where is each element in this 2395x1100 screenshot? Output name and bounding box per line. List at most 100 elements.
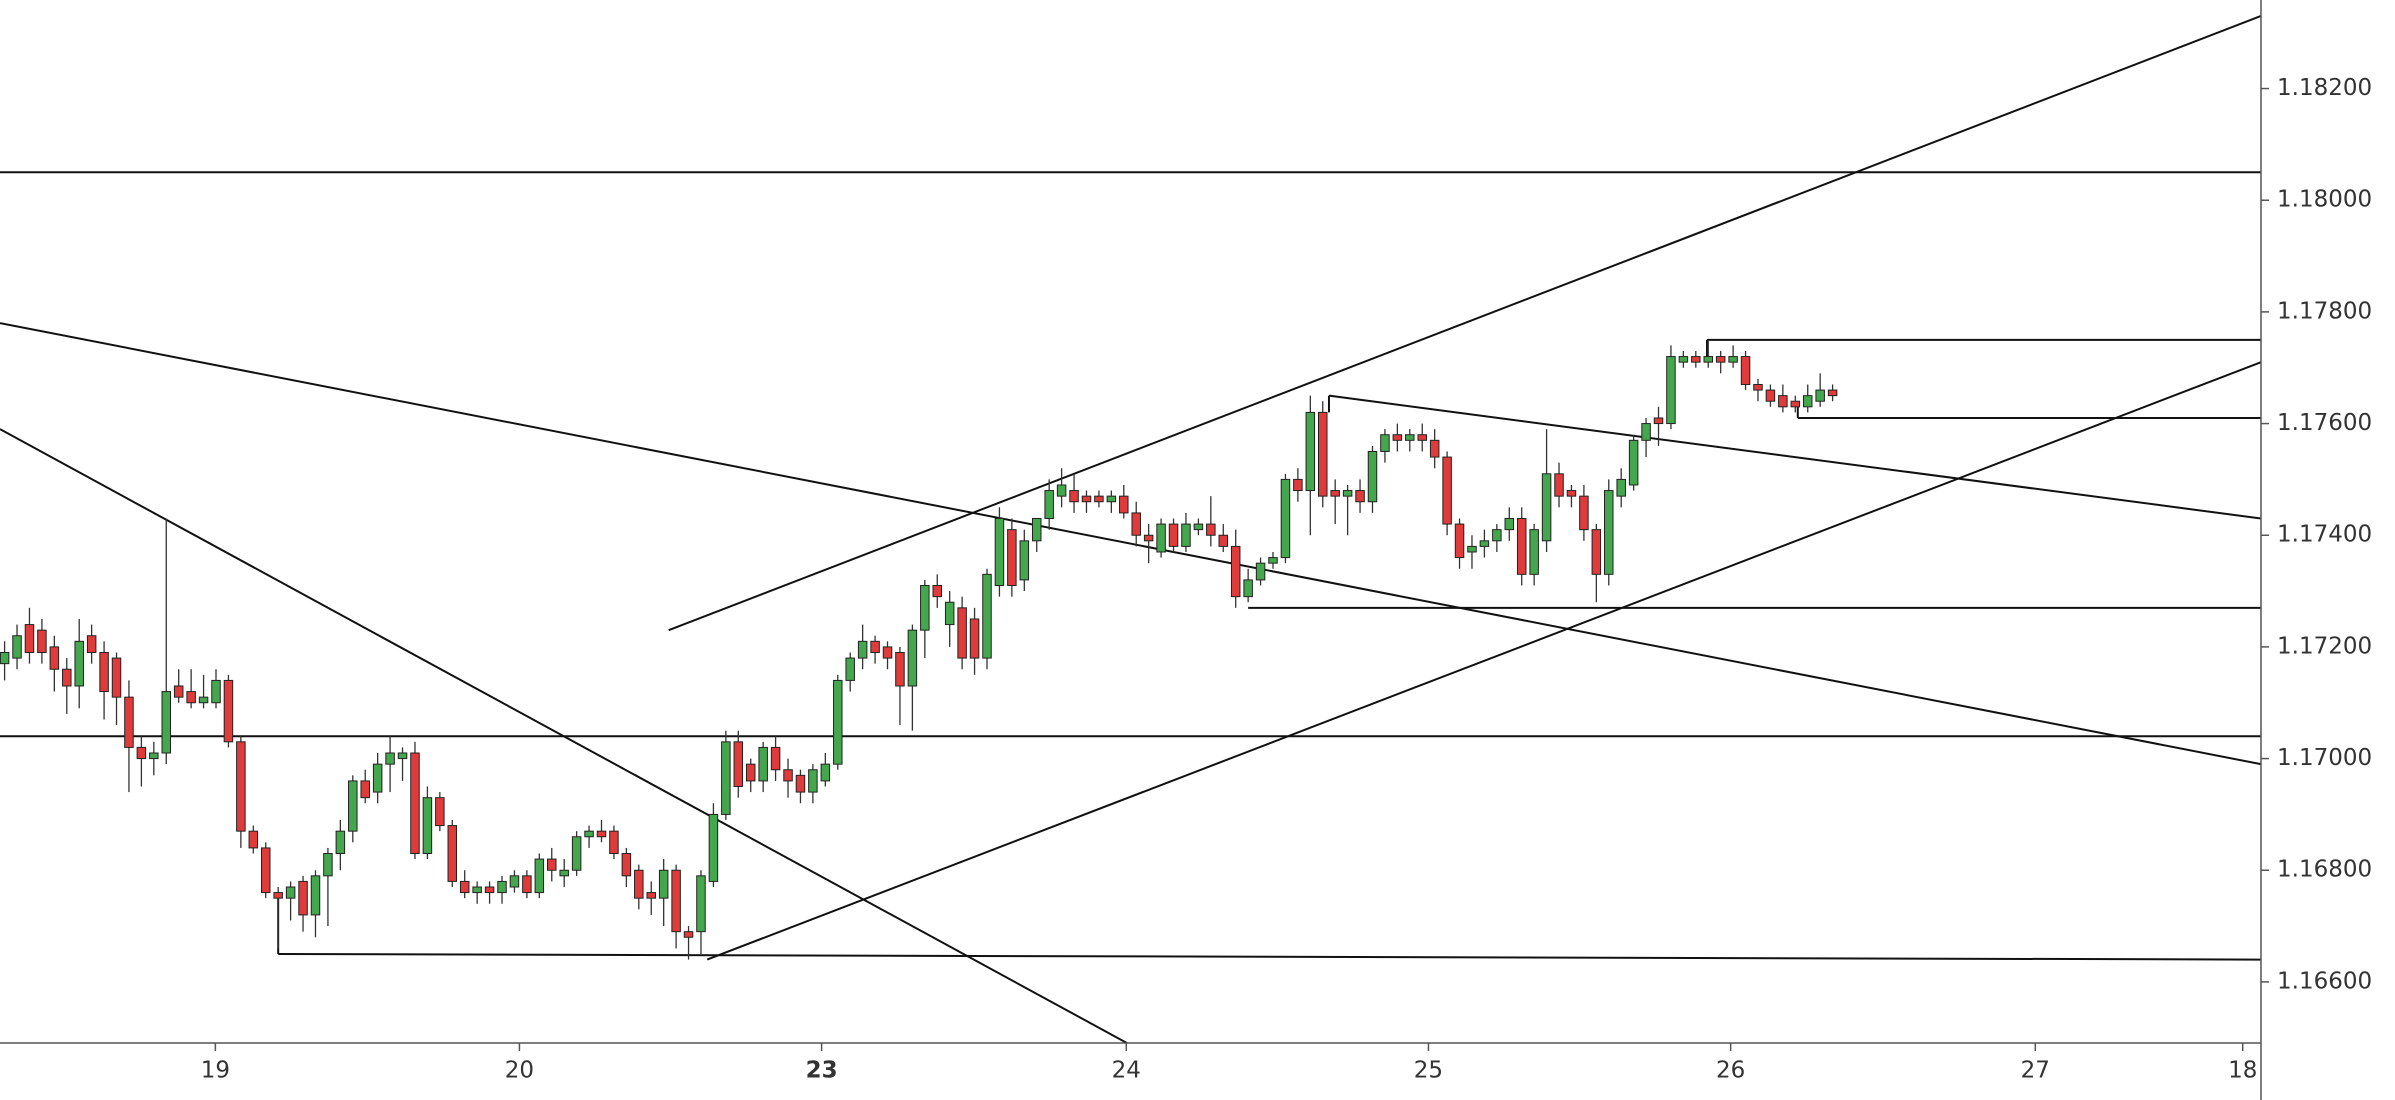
candle-body [658, 869, 669, 899]
y-tick-label: 1.17800 [2277, 298, 2372, 324]
candle-body [559, 869, 569, 877]
candle-body [845, 657, 855, 681]
candle-body [1467, 545, 1477, 553]
candle-body [1218, 534, 1229, 547]
candle-body [410, 752, 420, 854]
candle-body [1007, 529, 1017, 586]
candle-body [422, 797, 433, 854]
candle-body [1529, 529, 1539, 575]
candle-body [708, 813, 719, 882]
candle-body [646, 892, 656, 899]
candle-body [783, 769, 793, 782]
trend-line [706, 361, 2261, 961]
candle-body [696, 875, 706, 933]
candle-body [1330, 490, 1340, 497]
x-tick-label: 27 [2021, 1058, 2050, 1084]
candle-body [1280, 478, 1291, 559]
candle-body [74, 640, 84, 687]
candle-body [534, 858, 545, 894]
candle-body [1641, 423, 1651, 441]
candle-body [870, 640, 880, 653]
candle-body [1318, 411, 1328, 497]
x-tick-label: 18 [2228, 1058, 2257, 1084]
candle-body [335, 830, 346, 854]
candle-body [1417, 434, 1427, 441]
candle-body [584, 830, 594, 838]
candle-body [1516, 517, 1527, 575]
candle-body [1628, 439, 1639, 486]
candle-body [136, 746, 147, 760]
candle-body [1392, 434, 1403, 441]
candle-body [895, 651, 905, 687]
x-tick-label: 19 [201, 1058, 230, 1084]
candle-body [1616, 478, 1626, 497]
candle-body [745, 763, 756, 782]
candle-body [683, 931, 694, 938]
candle-body [1143, 534, 1154, 542]
candle-body [1740, 356, 1751, 385]
candle-body [733, 741, 744, 787]
candle-body [86, 635, 97, 653]
candle-body [857, 640, 868, 659]
candle-body [1802, 395, 1813, 408]
candle-body [260, 847, 271, 894]
candle-body [920, 584, 930, 631]
candle-body [1815, 389, 1825, 402]
candle-body [186, 691, 196, 704]
candle-body [1715, 356, 1726, 363]
x-tick-label: 26 [1716, 1058, 1745, 1084]
candle-body [99, 651, 109, 693]
candle-body [907, 629, 918, 687]
candle-body [808, 769, 818, 793]
candle-body [1305, 411, 1316, 492]
trend-line [668, 15, 2261, 632]
candle-body [932, 584, 943, 598]
candle-body [882, 646, 893, 659]
candle-body [285, 886, 296, 899]
candle-body [62, 668, 72, 687]
candle-body [833, 679, 843, 765]
candle-body [1454, 523, 1465, 559]
candle-body [1069, 490, 1079, 503]
candle-body [323, 852, 333, 877]
candle-body [472, 886, 482, 894]
candle-body [1691, 356, 1701, 363]
candle-body [459, 880, 470, 894]
candle-body [944, 601, 955, 626]
candles [0, 339, 1838, 960]
trend-line [0, 428, 1128, 1043]
candle-body [1131, 512, 1141, 536]
candle-body [248, 830, 259, 849]
candle-body [1405, 434, 1415, 441]
candle-body [161, 691, 172, 754]
candle-body [173, 685, 184, 698]
candle-body [1504, 517, 1515, 531]
candle-body [1181, 523, 1191, 547]
candle-body [447, 825, 458, 882]
candle-body [1554, 473, 1564, 497]
y-tick-label: 1.18000 [2277, 187, 2372, 213]
candle-body [1193, 523, 1204, 531]
candle-body [1591, 529, 1602, 575]
y-tick-label: 1.17000 [2277, 745, 2372, 771]
candle-body [1293, 478, 1303, 492]
y-tick-label: 1.17600 [2277, 410, 2372, 436]
candle-body [634, 869, 644, 899]
candle-body [596, 830, 607, 838]
candle-body [1156, 523, 1166, 553]
candle-body [820, 763, 831, 782]
candle-body [1081, 495, 1092, 503]
candle-body [484, 886, 495, 894]
candle-body [236, 741, 246, 832]
candle-body [1653, 417, 1664, 425]
candle-body [1579, 495, 1589, 531]
candle-body [994, 517, 1005, 586]
candle-body [348, 780, 358, 832]
candle-body [509, 875, 520, 888]
candle-body [1753, 383, 1763, 391]
candle-body [37, 629, 47, 653]
candle-body [1342, 490, 1353, 497]
candle-body [1541, 473, 1552, 542]
candle-body [1728, 356, 1738, 363]
trend-line [0, 322, 2261, 766]
